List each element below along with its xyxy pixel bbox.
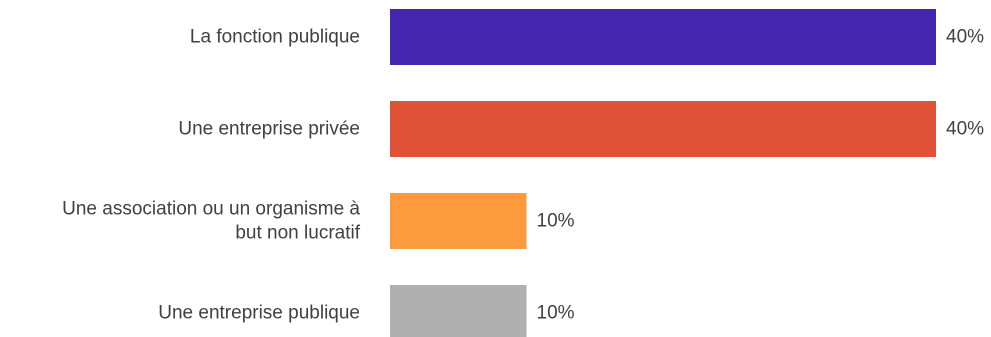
value-label-3: 10% — [537, 303, 575, 324]
bar-0 — [390, 9, 936, 65]
category-label-2-line-0: Une association ou un organisme à — [62, 199, 360, 220]
category-label-0: La fonction publique — [190, 27, 360, 48]
value-label-2: 10% — [537, 211, 575, 232]
value-label-1: 40% — [946, 119, 984, 140]
value-label-0: 40% — [946, 27, 984, 48]
category-label-3: Une entreprise publique — [158, 303, 360, 324]
bar-2 — [390, 193, 527, 249]
category-label-1: Une entreprise privée — [178, 119, 360, 140]
bar-1 — [390, 101, 936, 157]
bar-3 — [390, 285, 527, 337]
category-label-2-line-1: but non lucratif — [235, 223, 360, 244]
